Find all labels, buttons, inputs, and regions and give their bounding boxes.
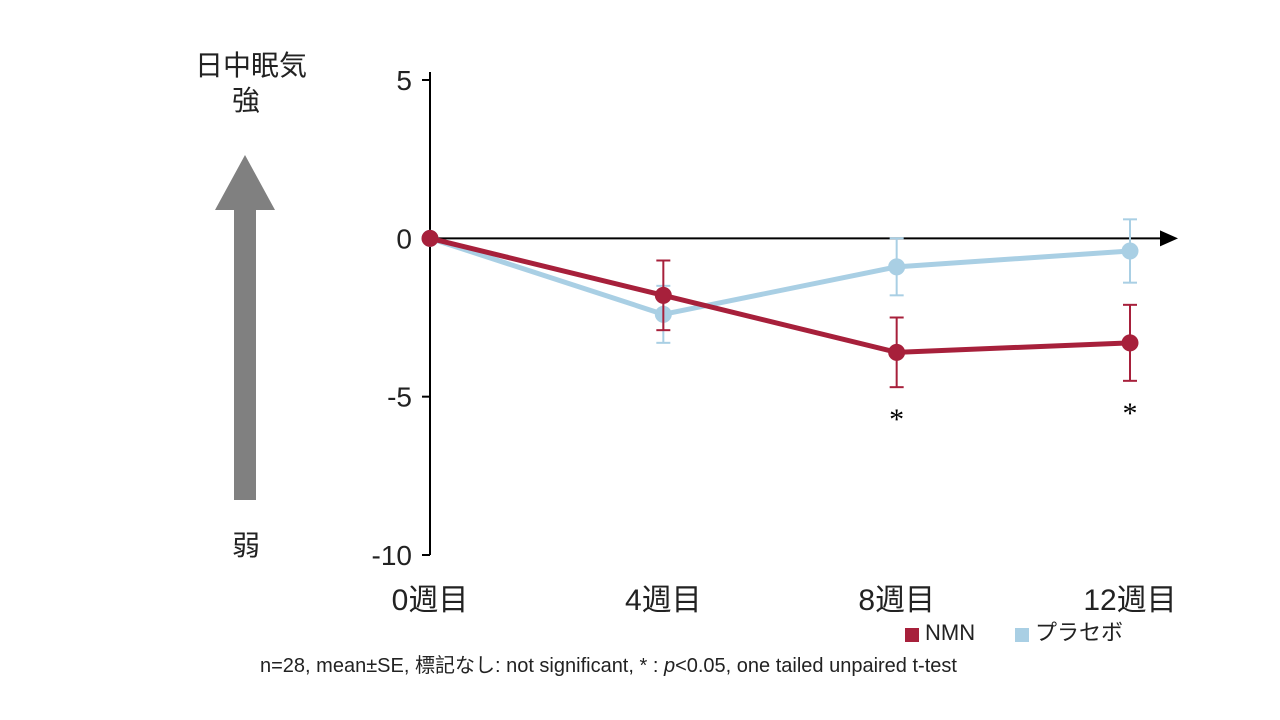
significance-marker: * — [889, 403, 904, 436]
series-marker-NMN — [655, 287, 671, 303]
y-tick-label: -10 — [372, 540, 412, 571]
y-axis-title-line1: 日中眠気 — [195, 50, 307, 81]
chart-container: { "chart": { "type": "line", "background… — [0, 0, 1280, 720]
legend-label: プラセボ — [1035, 620, 1123, 645]
y-tick-label: 0 — [396, 223, 412, 254]
y-axis-title-bottom: 弱 — [232, 530, 260, 561]
y-tick-label: 5 — [396, 65, 412, 96]
legend-label: NMN — [925, 620, 975, 645]
x-tick-label: 12週目 — [1083, 584, 1176, 617]
series-marker-NMN — [889, 344, 905, 360]
y-axis-title-top: 強 — [232, 85, 260, 116]
series-marker-プラセボ — [1122, 243, 1138, 259]
caption: n=28, mean±SE, 標記なし: not significant, * … — [260, 654, 957, 677]
series-marker-NMN — [1122, 335, 1138, 351]
x-tick-label: 0週目 — [392, 584, 469, 617]
series-marker-NMN — [422, 230, 438, 246]
series-marker-プラセボ — [889, 259, 905, 275]
chart-svg: 5 0 -5 -10 0週目 4週目 8週目 12週目 日中眠気強弱 * * NMN プラセボ n=28,… — [0, 0, 1280, 720]
x-tick-label: 4週目 — [625, 584, 702, 617]
legend-swatch — [1015, 628, 1029, 642]
significance-marker: * — [1123, 397, 1138, 430]
legend-swatch — [905, 628, 919, 642]
x-tick-label: 8週目 — [858, 584, 935, 617]
y-tick-label: -5 — [387, 382, 412, 413]
